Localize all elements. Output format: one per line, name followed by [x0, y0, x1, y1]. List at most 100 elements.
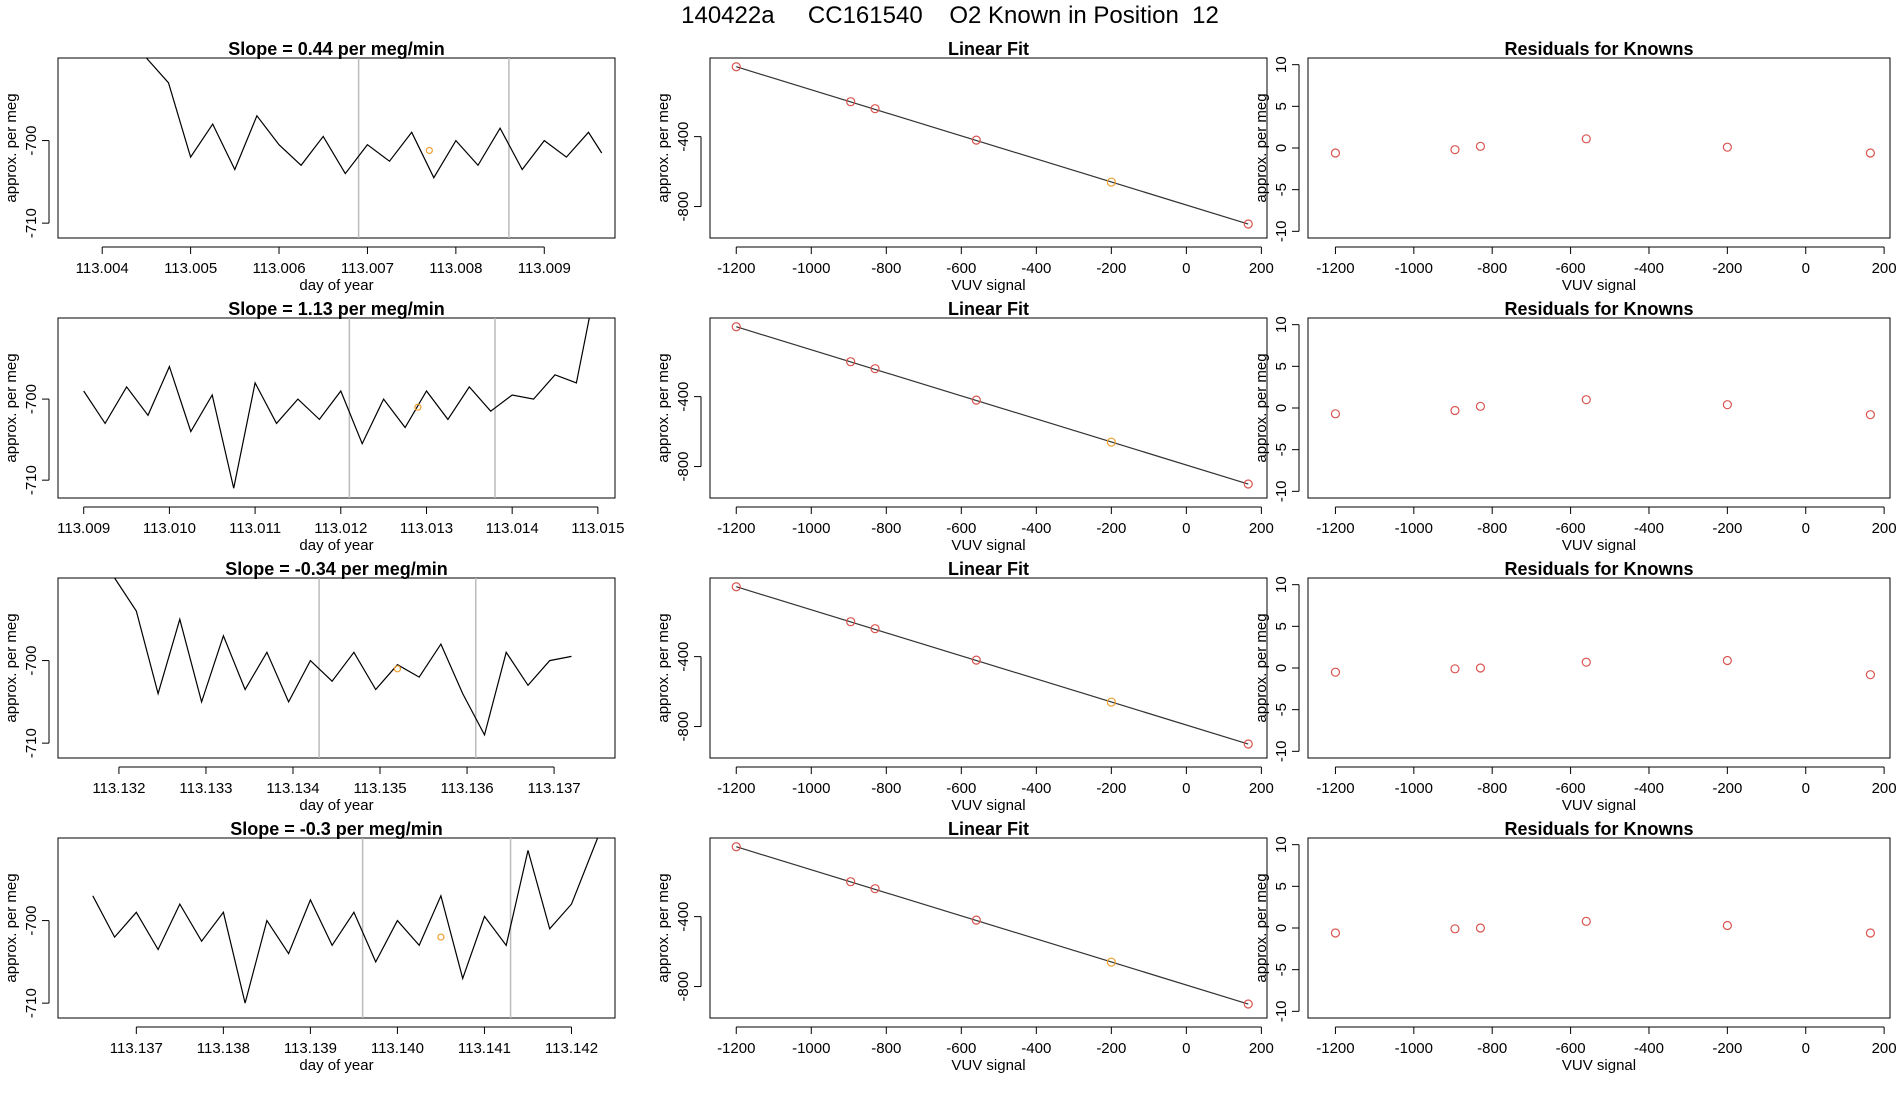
linear-fit-3-x-tick-label: 0	[1182, 780, 1190, 797]
linear-fit-1-x-tick-label: -1000	[792, 260, 830, 277]
time-series-3-x-tick-label: 113.135	[353, 780, 406, 797]
time-series-2-x-tick-label: 113.010	[143, 520, 196, 537]
time-series-3-x-tick-label: 113.132	[92, 780, 145, 797]
residuals-2-plot-frame	[1307, 317, 1891, 499]
time-series-1-x-tick-label: 113.005	[164, 260, 217, 277]
residuals-2-y-tick-label: -10	[1273, 480, 1290, 502]
residuals-3-x-tick-label: -400	[1634, 780, 1664, 797]
residuals-3-x-axis-label: VUV signal	[1562, 797, 1636, 814]
linear-fit-4-y-tick-label: -400	[675, 902, 692, 932]
linear-fit-3-title: Linear Fit	[948, 559, 1029, 579]
time-series-2-highlight-point	[414, 403, 422, 411]
time-series-3-highlight-point	[393, 665, 402, 673]
linear-fit-3-data-point	[1243, 739, 1253, 749]
residuals-2-x-tick-label: -800	[1477, 520, 1507, 537]
residuals-1-x-tick-label: 200	[1872, 260, 1897, 277]
residuals-3-y-tick-label: -10	[1273, 740, 1290, 762]
residuals-4-y-tick-label: -5	[1273, 963, 1290, 976]
linear-fit-2-x-tick-label: -800	[871, 520, 901, 537]
linear-fit-1-x-tick-label: -800	[871, 260, 901, 277]
time-series-3-y-tick-label: -700	[23, 646, 40, 676]
residuals-2-x-tick-label: 0	[1802, 520, 1810, 537]
residuals-1-x-tick-label: -800	[1477, 260, 1507, 277]
linear-fit-4-x-tick-label: -1200	[717, 1040, 755, 1057]
linear-fit-4-x-tick-label: -400	[1021, 1040, 1051, 1057]
time-series-1-x-tick-label: 113.009	[518, 260, 571, 277]
time-series-2-title: Slope = 1.13 per meg/min	[228, 299, 445, 319]
residuals-1-data-point	[1330, 148, 1341, 158]
linear-fit-4-data-point	[1243, 999, 1253, 1009]
residuals-3-x-tick-label: -600	[1556, 780, 1586, 797]
linear-fit-1-x-tick-label: -400	[1021, 260, 1051, 277]
residuals-1-y-tick-label: 10	[1273, 56, 1290, 73]
linear-fit-1-fit-line	[736, 66, 1249, 225]
residuals-2-y-tick-label: 10	[1273, 316, 1290, 333]
linear-fit-4-data-point	[731, 842, 741, 852]
residuals-3-x-tick-label: -200	[1712, 780, 1742, 797]
linear-fit-1-x-tick-label: 0	[1182, 260, 1190, 277]
linear-fit-1-x-tick-label: -600	[946, 260, 976, 277]
residuals-3-x-tick-label: 0	[1802, 780, 1810, 797]
time-series-3-x-axis-label: day of year	[299, 797, 373, 814]
linear-fit-3-x-tick-label: -600	[946, 780, 976, 797]
residuals-4-x-tick-label: -800	[1477, 1040, 1507, 1057]
linear-fit-2-data-point	[1243, 479, 1253, 489]
linear-fit-2-x-tick-label: -200	[1096, 520, 1126, 537]
linear-fit-3-x-tick-label: -800	[871, 780, 901, 797]
linear-fit-2-x-tick-label: -1200	[717, 520, 755, 537]
residuals-4-title: Residuals for Knowns	[1504, 819, 1693, 839]
residuals-4-y-tick-label: 5	[1273, 882, 1290, 890]
time-series-4-x-tick-label: 113.138	[197, 1040, 250, 1057]
residuals-2-x-tick-label: 200	[1872, 520, 1897, 537]
linear-fit-3-x-tick-label: -400	[1021, 780, 1051, 797]
residuals-2-x-tick-label: -200	[1712, 520, 1742, 537]
linear-fit-2-data-point	[1106, 437, 1116, 447]
residuals-3-x-tick-label: -1200	[1316, 780, 1354, 797]
time-series-2-y-tick-label: -710	[23, 465, 40, 495]
residuals-4-y-axis-label: approx. per meg	[1253, 873, 1270, 982]
time-series-1-x-tick-label: 113.006	[252, 260, 305, 277]
residuals-3-data-point	[1475, 663, 1486, 673]
time-series-4-x-tick-label: 113.142	[545, 1040, 598, 1057]
time-series-2-y-axis-label: approx. per meg	[3, 353, 20, 462]
residuals-4-y-tick-label: 0	[1273, 924, 1290, 932]
time-series-4-highlight-point	[437, 933, 445, 941]
linear-fit-3-x-tick-label: -200	[1096, 780, 1126, 797]
linear-fit-4-x-tick-label: -1000	[792, 1040, 830, 1057]
residuals-2-data-point	[1330, 409, 1341, 419]
time-series-4-x-tick-label: 113.139	[284, 1040, 337, 1057]
residuals-1-data-point	[1865, 148, 1876, 158]
linear-fit-3-y-axis-label: approx. per meg	[655, 613, 672, 722]
residuals-4-data-point	[1722, 920, 1732, 931]
residuals-1-plot-frame	[1307, 57, 1891, 239]
residuals-3-x-tick-label: 200	[1872, 780, 1897, 797]
linear-fit-2-x-tick-label: -600	[946, 520, 976, 537]
time-series-2-y-tick-label: -700	[23, 384, 40, 414]
linear-fit-2-title: Linear Fit	[948, 299, 1029, 319]
residuals-1-data-point	[1450, 145, 1460, 155]
linear-fit-4-x-axis-label: VUV signal	[951, 1057, 1025, 1074]
residuals-4-x-tick-label: 200	[1872, 1040, 1897, 1057]
time-series-2-x-tick-label: 113.015	[571, 520, 624, 537]
time-series-4-plot-frame	[57, 837, 616, 1019]
residuals-4-x-tick-label: -400	[1634, 1040, 1664, 1057]
time-series-1-x-tick-label: 113.008	[429, 260, 482, 277]
time-series-4-title: Slope = -0.3 per meg/min	[230, 819, 443, 839]
linear-fit-4-fit-line	[736, 846, 1249, 1005]
time-series-4-x-tick-label: 113.141	[458, 1040, 511, 1057]
residuals-1-x-tick-label: 0	[1802, 260, 1810, 277]
linear-fit-2-x-tick-label: 200	[1249, 520, 1274, 537]
linear-fit-3-plot-frame	[709, 577, 1268, 759]
linear-fit-4-data-point	[1106, 957, 1116, 967]
residuals-4-data-point	[1865, 928, 1876, 938]
residuals-3-y-tick-label: -5	[1273, 703, 1290, 716]
residuals-4-x-tick-label: 0	[1802, 1040, 1810, 1057]
linear-fit-1-x-tick-label: 200	[1249, 260, 1274, 277]
residuals-3-x-tick-label: -800	[1477, 780, 1507, 797]
time-series-3-y-axis-label: approx. per meg	[3, 613, 20, 722]
time-series-1-y-tick-label: -700	[23, 126, 40, 156]
linear-fit-1-x-tick-label: -1200	[717, 260, 755, 277]
linear-fit-1-x-tick-label: -200	[1096, 260, 1126, 277]
residuals-3-y-tick-label: 5	[1273, 622, 1290, 630]
